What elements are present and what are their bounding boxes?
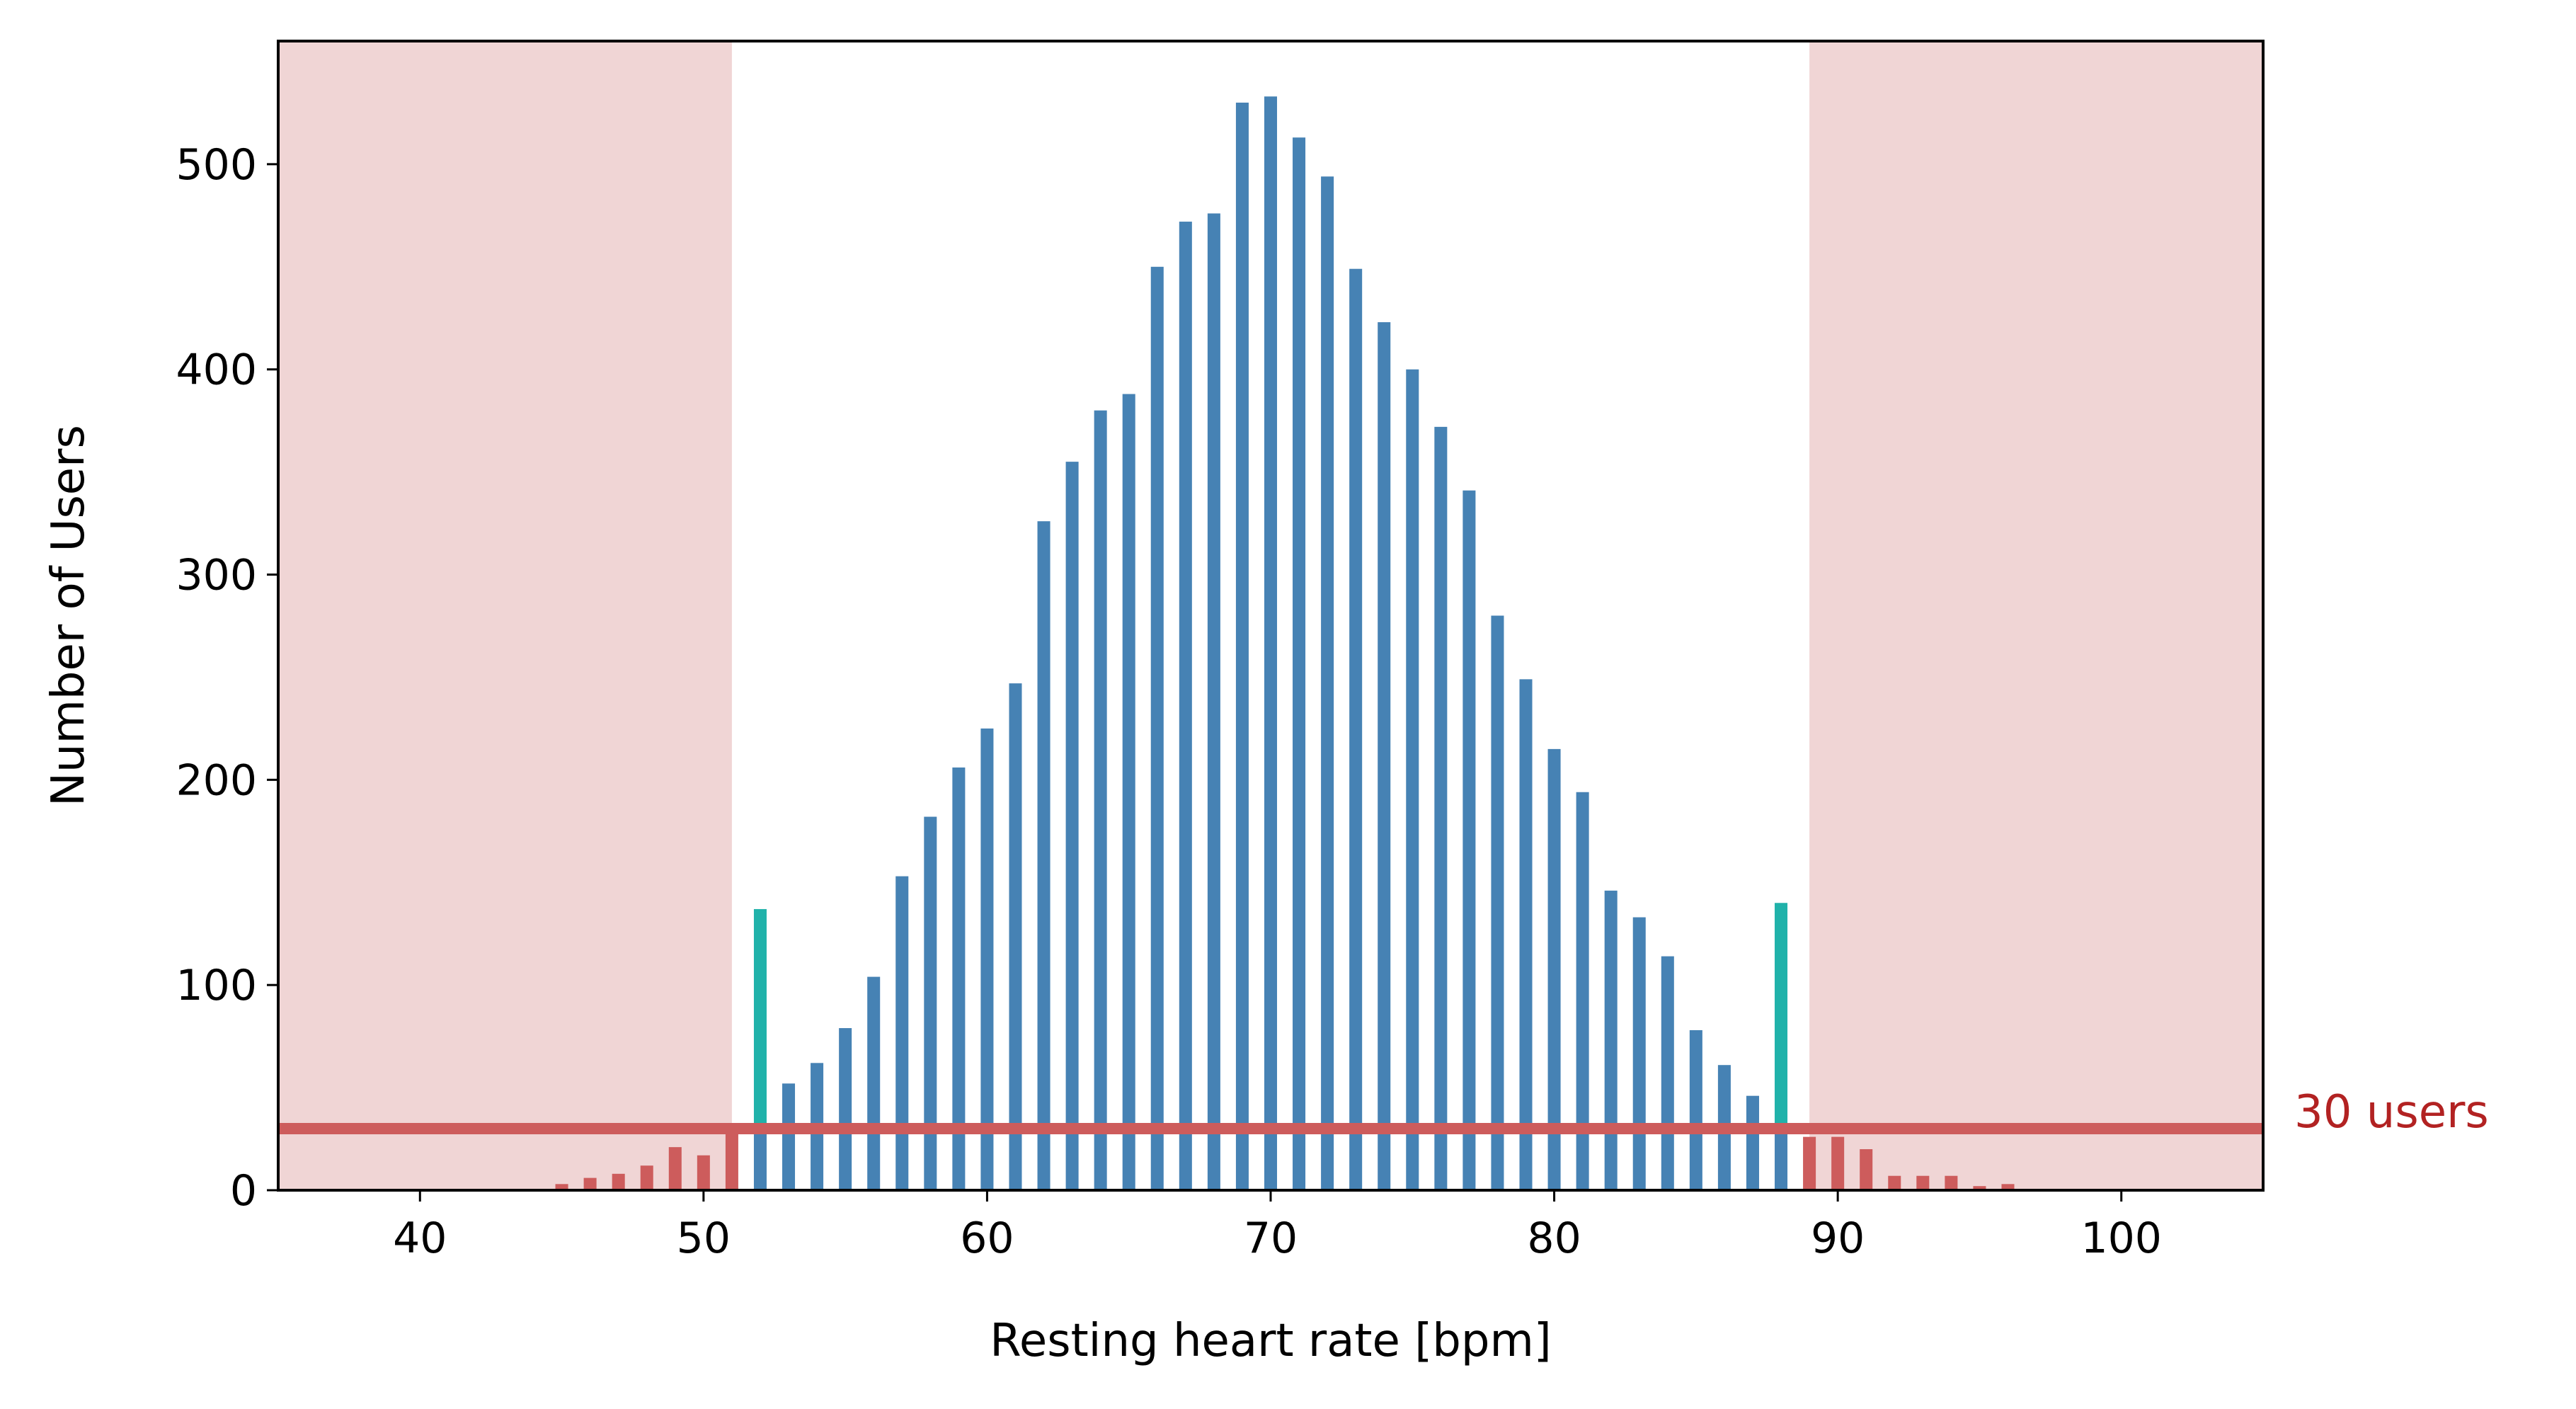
- bar-61: [1009, 683, 1022, 1190]
- y-tick-label: 200: [176, 755, 257, 805]
- bar-65: [1122, 394, 1135, 1190]
- bar-76: [1434, 426, 1448, 1190]
- bar-91: [1860, 1149, 1873, 1190]
- bar-74: [1378, 322, 1391, 1190]
- bar-52-upper: [753, 908, 767, 1129]
- bar-92: [1888, 1175, 1901, 1190]
- y-tick-label: 0: [230, 1166, 257, 1216]
- bar-48: [640, 1165, 653, 1190]
- x-tick-label: 100: [2080, 1214, 2162, 1263]
- bar-73: [1349, 268, 1363, 1190]
- bar-57: [895, 876, 909, 1190]
- y-tick-label: 500: [176, 140, 257, 190]
- excluded-regions: [278, 41, 2263, 1190]
- bar-50: [697, 1155, 710, 1190]
- bar-88-lower: [1775, 1129, 1788, 1190]
- x-tick-label: 40: [393, 1214, 447, 1263]
- bar-85: [1689, 1029, 1702, 1190]
- x-tick-label: 90: [1811, 1214, 1865, 1263]
- bar-80: [1547, 748, 1561, 1190]
- bar-72: [1321, 176, 1334, 1191]
- bar-78: [1491, 615, 1504, 1190]
- bars: [555, 96, 2015, 1191]
- bar-93: [1916, 1175, 1930, 1190]
- bar-70: [1264, 96, 1278, 1190]
- bar-68: [1207, 213, 1220, 1191]
- bar-60: [980, 728, 994, 1190]
- bar-71: [1293, 137, 1306, 1190]
- bar-87: [1746, 1095, 1759, 1190]
- bar-53: [782, 1083, 796, 1190]
- bar-77: [1462, 490, 1476, 1190]
- x-axis-ticks: 40 50 60 70 80 90 100: [393, 1190, 2162, 1263]
- excluded-region-1: [278, 41, 732, 1190]
- bar-62: [1037, 521, 1051, 1190]
- bar-64: [1094, 410, 1107, 1190]
- bar-81: [1576, 792, 1589, 1190]
- bar-94: [1945, 1175, 1958, 1190]
- bar-95: [1973, 1186, 1986, 1190]
- bar-75: [1406, 369, 1419, 1190]
- x-tick-label: 60: [960, 1214, 1014, 1263]
- bar-96: [2001, 1184, 2015, 1190]
- bar-82: [1604, 890, 1618, 1190]
- bar-59: [952, 767, 966, 1190]
- bar-49: [668, 1147, 682, 1190]
- x-tick-label: 70: [1244, 1214, 1298, 1263]
- bar-45: [555, 1184, 568, 1190]
- bar-58: [924, 816, 937, 1190]
- x-tick-label: 80: [1527, 1214, 1581, 1263]
- y-tick-label: 400: [176, 346, 257, 395]
- y-axis-ticks: 0 100 200 300 400 500: [176, 140, 278, 1216]
- threshold-label: 30 users: [2294, 1086, 2489, 1139]
- bar-47: [612, 1173, 625, 1190]
- bar-84: [1661, 956, 1674, 1190]
- bar-79: [1519, 679, 1533, 1190]
- y-axis-label: Number of Users: [42, 425, 95, 806]
- bar-89: [1803, 1136, 1816, 1190]
- bar-56: [867, 976, 881, 1190]
- bar-69: [1235, 102, 1249, 1191]
- bar-66: [1150, 266, 1164, 1190]
- bar-55: [839, 1028, 852, 1190]
- bar-63: [1065, 462, 1079, 1190]
- excluded-region-2: [1809, 41, 2263, 1190]
- x-axis-label: Resting heart rate [bpm]: [990, 1315, 1552, 1367]
- bar-90: [1831, 1136, 1845, 1190]
- x-tick-label: 50: [677, 1214, 731, 1263]
- bar-52-lower: [753, 1129, 767, 1190]
- bar-88-upper: [1775, 903, 1788, 1129]
- bar-51: [725, 1132, 738, 1190]
- bar-83: [1632, 917, 1646, 1190]
- y-tick-label: 300: [176, 551, 257, 600]
- bar-67: [1179, 222, 1192, 1190]
- y-tick-label: 100: [176, 961, 257, 1010]
- bar-46: [583, 1177, 597, 1190]
